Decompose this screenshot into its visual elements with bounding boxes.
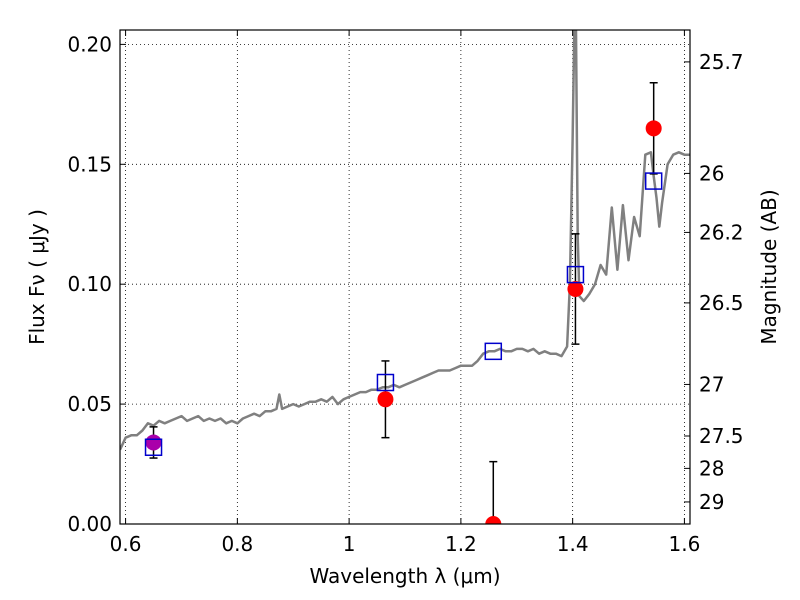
tick-marks: [120, 30, 690, 525]
y-tick-label: 0.00: [67, 512, 112, 536]
model-squares-layer: [144, 172, 663, 457]
x-tick-label: 0.6: [110, 532, 142, 556]
y2-tick-label: 29: [699, 490, 724, 514]
errorbar-layer: [149, 82, 658, 524]
y-tick-label: 0.20: [67, 32, 112, 56]
y2-tick-label: 26.5: [699, 291, 744, 315]
model-spectrum-layer: [120, 30, 690, 451]
x-tick-label: 1.2: [445, 532, 477, 556]
plot-frame: [119, 29, 691, 525]
model-photometry-square: [566, 265, 585, 284]
grid-lines: [120, 30, 690, 524]
observed-points-layer: [145, 120, 662, 524]
x-tick-label: 0.8: [221, 532, 253, 556]
observed-point: [145, 434, 162, 451]
model-photometry-square: [376, 373, 395, 392]
model-photometry-square: [484, 342, 503, 361]
y-tick-label: 0.05: [67, 392, 112, 416]
observed-point: [485, 516, 502, 524]
y2-tick-label: 26: [699, 161, 724, 185]
y2-axis-title: Magnitude (AB): [757, 189, 781, 344]
y2-tick-label: 28: [699, 456, 724, 480]
x-tick-label: 1.6: [669, 532, 701, 556]
y2-tick-label: 25.7: [699, 50, 744, 74]
observed-point: [377, 391, 394, 408]
tick-labels: 0.6 0.8 1 1.2 1.4 1.6 0.00 0.05 0.10 0.15 0.20 25.7…: [67, 32, 743, 556]
observed-point: [645, 120, 662, 137]
model-sed-line: [120, 30, 690, 451]
model-photometry-square: [144, 438, 163, 457]
y-axis-title: Flux Fν ( μJy ): [25, 209, 49, 345]
model-photometry-square: [644, 172, 663, 190]
y-tick-label: 0.10: [67, 272, 112, 296]
observed-point: [567, 280, 584, 297]
y-tick-label: 0.15: [67, 152, 112, 176]
x-tick-label: 1.4: [557, 532, 589, 556]
x-axis-title: Wavelength λ (μm): [309, 564, 500, 588]
y2-tick-label: 26.2: [699, 220, 744, 244]
y2-tick-label: 27.5: [699, 424, 744, 448]
x-tick-label: 1: [343, 532, 356, 556]
y2-tick-label: 27: [699, 372, 724, 396]
